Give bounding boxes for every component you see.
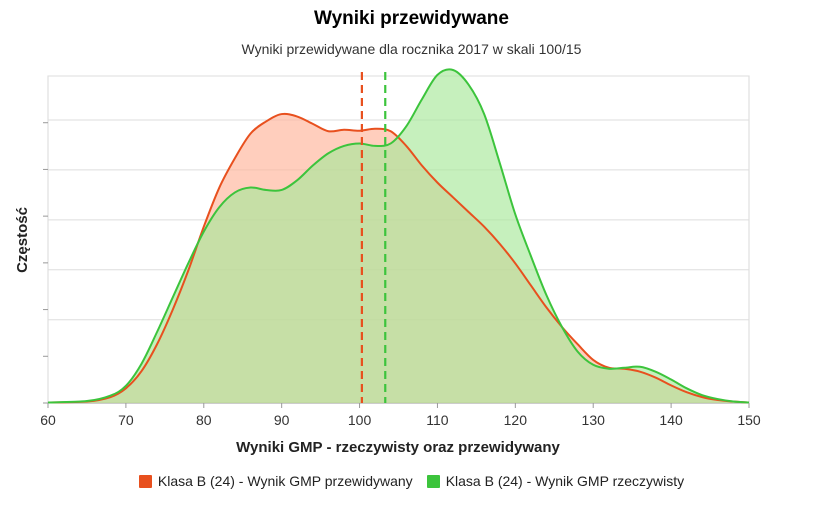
chart-subtitle: Wyniki przewidywane dla rocznika 2017 w … <box>241 41 582 57</box>
area-actual <box>48 69 749 403</box>
legend-swatch-predicted <box>138 474 152 488</box>
y-axis-label: Częstość <box>14 207 31 273</box>
legend-label-actual: Klasa B (24) - Wynik GMP rzeczywisty <box>445 473 685 489</box>
legend-swatch-actual <box>426 474 440 488</box>
x-tick-label: 80 <box>196 412 212 428</box>
legend-item-predicted[interactable]: Klasa B (24) - Wynik GMP przewidywany <box>138 473 413 489</box>
series-areas <box>47 68 750 404</box>
line-actual <box>47 68 750 404</box>
x-tick-label: 100 <box>348 412 372 428</box>
x-tick-label: 90 <box>274 412 290 428</box>
x-axis-label: Wyniki GMP - rzeczywisty oraz przewidywa… <box>236 439 560 456</box>
x-tick-label: 140 <box>659 412 683 428</box>
legend-item-actual[interactable]: Klasa B (24) - Wynik GMP rzeczywisty <box>426 473 685 489</box>
x-tick-label: 130 <box>582 412 606 428</box>
chart-svg: 60 70 80 90 100 110 120 130 140 150 Wyniki GMP - … <box>14 68 761 456</box>
legend-label-predicted: Klasa B (24) - Wynik GMP przewidywany <box>157 473 413 489</box>
chart-title: Wyniki przewidywane <box>314 8 509 29</box>
legend: Klasa B (24) - Wynik GMP przewidywany Kl… <box>0 473 823 489</box>
x-axis-ticks: 60 70 80 90 100 110 120 130 140 150 <box>40 403 761 428</box>
line-predicted <box>47 112 750 404</box>
x-tick-label: 150 <box>737 412 761 428</box>
mean-lines <box>360 72 387 403</box>
x-tick-label: 60 <box>40 412 56 428</box>
x-tick-label: 70 <box>118 412 134 428</box>
x-tick-label: 120 <box>504 412 528 428</box>
x-tick-label: 110 <box>426 412 449 428</box>
